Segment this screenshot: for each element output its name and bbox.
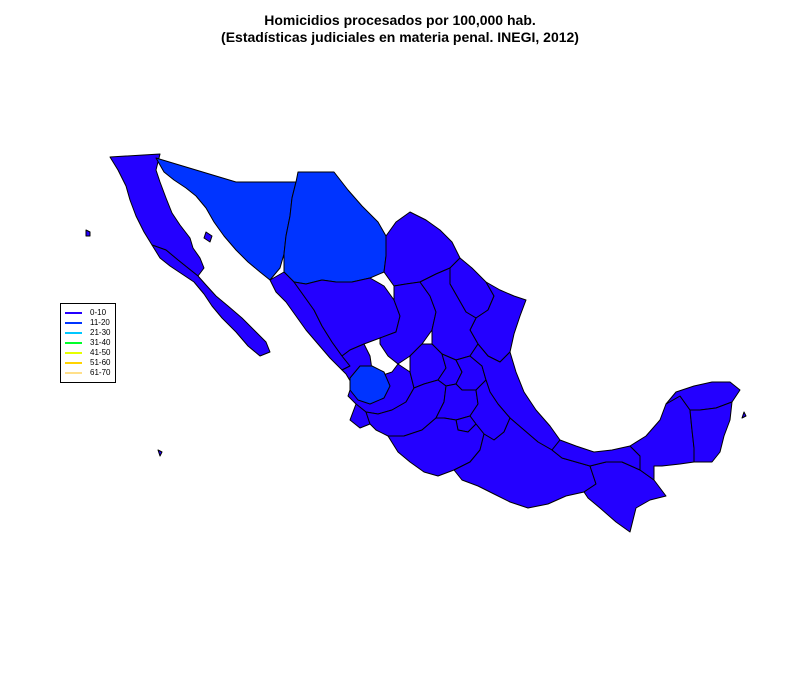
- island-cedros: [85, 229, 91, 237]
- legend-swatch: [65, 342, 82, 344]
- legend-item: 51-60: [65, 358, 111, 368]
- state-quintana-roo: [689, 401, 733, 463]
- legend-item: 0-10: [65, 308, 111, 318]
- legend-item: 31-40: [65, 338, 111, 348]
- legend-label: 41-50: [90, 348, 111, 357]
- state-campeche: [629, 395, 695, 481]
- legend-swatch: [65, 332, 82, 334]
- state-colima: [349, 403, 371, 429]
- state-baja-california: [109, 153, 205, 277]
- title-line-2: (Estadísticas judiciales en materia pena…: [221, 29, 579, 45]
- legend-label: 0-10: [90, 308, 107, 317]
- legend-label: 61-70: [90, 368, 111, 377]
- island-socorro: [157, 449, 163, 457]
- state-chihuahua: [283, 171, 387, 285]
- legend-swatch: [65, 372, 82, 374]
- legend-item: 21-30: [65, 328, 111, 338]
- legend-swatch: [65, 312, 82, 314]
- legend-item: 61-70: [65, 368, 111, 378]
- state-baja-california-sur: [151, 244, 271, 357]
- chart-title: Homicidios procesados por 100,000 hab. (…: [0, 12, 800, 46]
- legend-item: 41-50: [65, 348, 111, 358]
- state-yucatan: [665, 381, 741, 411]
- legend-label: 21-30: [90, 328, 111, 337]
- legend-label: 31-40: [90, 338, 111, 347]
- state-guerrero: [387, 417, 485, 477]
- legend-item: 11-20: [65, 318, 111, 328]
- island-cozumel: [741, 411, 747, 419]
- legend-swatch: [65, 352, 82, 354]
- map-legend: 0-10 11-20 21-30 31-40 41-50 51-60 61-70: [60, 303, 116, 383]
- legend-label: 11-20: [90, 318, 110, 327]
- island-tiburon: [203, 231, 213, 243]
- title-line-1: Homicidios procesados por 100,000 hab.: [264, 12, 536, 28]
- legend-swatch: [65, 322, 82, 324]
- legend-swatch: [65, 362, 82, 364]
- state-aguascalientes: [349, 365, 391, 405]
- state-tabasco: [551, 439, 641, 471]
- legend-label: 51-60: [90, 358, 111, 367]
